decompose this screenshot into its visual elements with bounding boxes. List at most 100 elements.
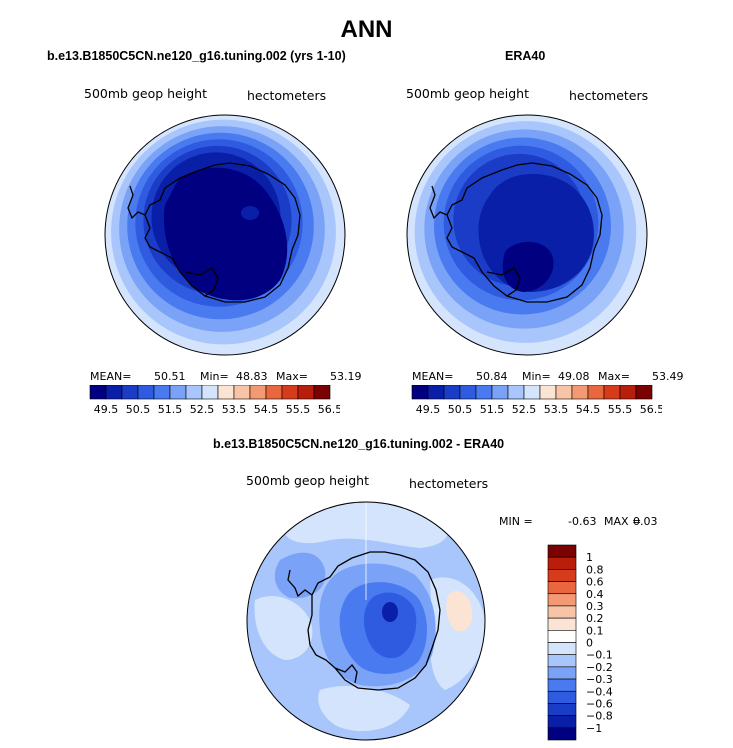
panel2-max-value: 53.49 [652,370,684,383]
panel1-colorbar-swatch-1 [89,385,107,400]
panel3-colorbar-tick: −0.6 [586,697,613,710]
panel3-colorbar-tick: 0.1 [586,624,604,637]
panel3-colorbar-tick: 0.3 [586,600,604,613]
panel3-colorbar-tick: 1 [586,551,593,564]
panel1-colorbar-swatch-11 [249,385,267,400]
panel1-colorbar-tick: 56.5 [318,403,340,416]
panel3-antarctica-coastline [287,551,441,691]
panel2-colorbar-tick: 49.5 [416,403,441,416]
panel3-colorbar-tick: −1 [586,722,602,735]
panel2-colorbar-swatch-14 [619,385,637,400]
panel2-min-label: Min= [522,370,551,383]
panel1-colorbar-swatch-8 [201,385,219,400]
panel1-colorbar-swatch-10 [233,385,251,400]
panel1-mean-value: 50.51 [154,370,186,383]
panel1-min-value: 48.83 [236,370,268,383]
panel2-colorbar-swatch-15 [635,385,653,400]
panel3-min-label: MIN = [499,515,533,528]
panel1-colorbar-swatch-4 [137,385,155,400]
panel3-region-minimum [382,602,398,622]
panel2-colorbar-tick: 52.5 [512,403,537,416]
panel3-colorbar-tick: 0.6 [586,576,604,589]
panel2-colorbar-swatch-7 [507,385,525,400]
panel3-colorbar-tick: 0.4 [586,588,604,601]
panel1-colorbar-swatch-6 [169,385,187,400]
panel1-title: b.e13.B1850C5CN.ne120_g16.tuning.002 (yr… [47,49,346,63]
panel2-colorbar-swatch-2 [427,385,445,400]
panel2-colorbar-tick: 53.5 [544,403,569,416]
panel3-colorbar-swatch-10 [547,654,577,668]
panel1-colorbar-tick: 51.5 [158,403,183,416]
panel1-min-label: Min= [200,370,229,383]
panel1-colorbar-swatch-12 [265,385,283,400]
panel3-colorbar-swatch-9 [547,642,577,655]
panel3-colorbar-swatch-3 [547,569,577,582]
panel2-map [406,114,648,356]
panel3-colorbar-swatch-6 [547,605,577,619]
panel3-colorbar-swatch-1 [547,544,577,558]
panel2-colorbar-swatch-10 [555,385,573,400]
panel3-colorbar-swatch-12 [547,678,577,692]
panel3-colorbar-tick: 0 [586,637,593,650]
main-title: ANN [340,16,393,43]
panel2-colorbar-swatch-1 [411,385,429,400]
panel3-colorbar-swatch-13 [547,690,577,704]
panel1-mean-label: MEAN= [90,370,132,383]
panel1-circle-border [104,114,346,356]
panel2-min-value: 49.08 [558,370,590,383]
panel2-title: ERA40 [505,49,546,63]
panel3-region-light-west [254,596,313,660]
panel1-max-value: 53.19 [330,370,362,383]
panel2-right-label: hectometers [569,88,649,103]
panel1-map [104,114,346,356]
panel3-colorbar-swatch-15 [547,715,577,729]
panel1-colorbar-tick: 49.5 [94,403,119,416]
panel3-colorbar-swatch-5 [547,593,577,607]
panel2-colorbar-swatch-3 [443,385,461,400]
panel1-colorbar-swatch-15 [313,385,331,400]
panel3-colorbar-tick: −0.3 [586,673,613,686]
panel3-colorbar-swatch-14 [547,703,577,716]
panel3-colorbar-swatch-8 [547,630,577,643]
panel2-colorbar-tick: 56.5 [640,403,662,416]
panel2-deep-core-field [502,241,554,292]
panel3-right-label: hectometers [409,476,489,491]
panel2-colorbar-tick: 54.5 [576,403,601,416]
panel2-colorbar-tick: 55.5 [608,403,633,416]
panel3-colorbar: 10.80.60.40.30.20.10−0.1−0.2−0.3−0.4−0.6… [547,544,613,741]
panel3-region-light-south [318,685,410,732]
panel3-max-label: MAX = [604,515,642,528]
panel1-colorbar-tick: 53.5 [222,403,247,416]
panel3-max-value: 0.03 [633,515,658,528]
panel1-colorbar-swatch-2 [105,385,123,400]
panel3-colorbar-tick: 0.8 [586,563,604,576]
panel3-colorbar-swatch-7 [547,617,577,631]
panel3-colorbar-tick: 0.2 [586,612,604,625]
panel2-colorbar-swatch-11 [571,385,589,400]
panel3-map [246,501,486,741]
panel3-colorbar-tick: −0.2 [586,661,613,674]
panel2-left-label: 500mb geop height [406,86,529,101]
panel2-colorbar-swatch-12 [587,385,605,400]
panel3-min-value: -0.63 [568,515,597,528]
panel3-region-light-east [430,577,485,690]
panel1-colorbar-tick: 50.5 [126,403,151,416]
panel2-colorbar: 49.5 50.5 51.5 52.5 53.5 54.5 55.5 56.5 [411,385,662,416]
panel2-colorbar-tick: 51.5 [480,403,505,416]
panel3-colorbar-swatch-11 [547,666,577,680]
panel1-core-island [241,206,259,220]
panel1-colorbar-swatch-3 [121,385,139,400]
panel1-left-label: 500mb geop height [84,86,207,101]
panel2-colorbar-swatch-9 [539,385,557,400]
panel1-colorbar: 49.5 50.5 51.5 52.5 53.5 54.5 55.5 56.5 [89,385,340,416]
panel3-title: b.e13.B1850C5CN.ne120_g16.tuning.002 - E… [213,437,505,451]
panel1-antarctica-coastline [127,162,301,303]
panel1-core-field [163,167,288,301]
panel3-colorbar-tick: −0.1 [586,649,613,662]
panel1-colorbar-swatch-13 [281,385,299,400]
panel3-colorbar-tick: −0.8 [586,710,613,723]
panel2-colorbar-swatch-5 [475,385,493,400]
panel3-region-positive [446,590,473,632]
panel2-mean-label: MEAN= [412,370,454,383]
panel3-region-strongest [363,592,417,659]
